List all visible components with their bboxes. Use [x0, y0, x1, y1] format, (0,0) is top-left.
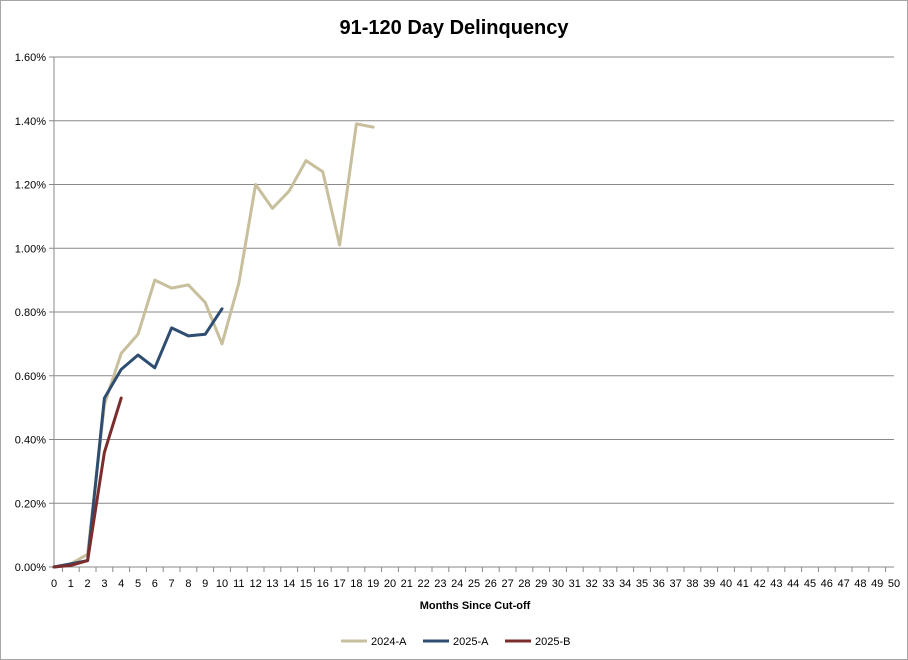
x-tick-label: 35	[636, 578, 648, 590]
x-tick-label: 49	[871, 578, 883, 590]
series-line-2024-A	[52, 122, 375, 569]
y-tick-label: 0.20%	[15, 498, 46, 510]
x-tick-label: 20	[384, 578, 396, 590]
x-axis-label: Months Since Cut-off	[420, 600, 531, 612]
x-tick-label: 28	[518, 578, 530, 590]
x-tick-label: 42	[753, 578, 765, 590]
x-tick-label: 27	[501, 578, 513, 590]
x-tick-label: 34	[619, 578, 631, 590]
series-lines	[52, 122, 375, 569]
x-tick-label: 29	[535, 578, 547, 590]
x-tick-label: 7	[169, 578, 175, 590]
x-tick-label: 16	[317, 578, 329, 590]
y-axis-ticks: 0.00% 0.20% 0.40% 0.60% 0.80% 1.00% 1.20% 1.40%…	[15, 52, 54, 574]
x-tick-label: 8	[185, 578, 191, 590]
y-tick-label: 1.40%	[15, 116, 46, 128]
x-tick-label: 21	[401, 578, 413, 590]
x-axis-ticks: 0 1 2 3 4 5 6 7 8 9 10 11 12 13 14 15 16 17 18 19 20 21 22 23 24…	[51, 567, 900, 590]
x-tick-label: 2	[85, 578, 91, 590]
x-tick-label: 18	[350, 578, 362, 590]
y-tick-label: 1.20%	[15, 180, 46, 192]
x-tick-label: 46	[821, 578, 833, 590]
x-tick-label: 33	[602, 578, 614, 590]
x-tick-label: 11	[233, 578, 244, 590]
x-tick-label: 12	[249, 578, 261, 590]
x-tick-label: 30	[552, 578, 564, 590]
x-tick-label: 9	[202, 578, 208, 590]
x-tick-label: 25	[468, 578, 480, 590]
x-tick-label: 15	[300, 578, 312, 590]
x-tick-label: 10	[216, 578, 228, 590]
x-tick-label: 50	[888, 578, 900, 590]
y-tick-label: 0.40%	[15, 435, 46, 447]
x-tick-label: 13	[266, 578, 278, 590]
x-tick-label: 4	[118, 578, 124, 590]
legend-label-2025-B: 2025-B	[535, 636, 570, 648]
series-line-2025-B	[52, 396, 123, 569]
x-tick-label: 14	[283, 578, 295, 590]
y-tick-label: 0.80%	[15, 307, 46, 319]
legend: 2024-A 2025-A 2025-B	[341, 636, 570, 648]
y-tick-label: 0.60%	[15, 371, 46, 383]
x-tick-label: 44	[787, 578, 799, 590]
x-tick-label: 26	[485, 578, 497, 590]
x-tick-label: 19	[367, 578, 379, 590]
gridlines	[54, 56, 894, 504]
y-tick-label: 1.60%	[15, 52, 46, 64]
x-tick-label: 24	[451, 578, 463, 590]
legend-label-2024-A: 2024-A	[371, 636, 407, 648]
x-tick-label: 38	[686, 578, 698, 590]
x-tick-label: 1	[68, 578, 74, 590]
x-tick-label: 43	[770, 578, 782, 590]
x-tick-label: 40	[720, 578, 732, 590]
x-tick-label: 6	[152, 578, 158, 590]
x-tick-label: 41	[737, 578, 749, 590]
x-tick-label: 48	[854, 578, 866, 590]
x-tick-label: 3	[101, 578, 107, 590]
x-tick-label: 31	[569, 578, 581, 590]
x-tick-label: 22	[417, 578, 429, 590]
x-tick-label: 0	[51, 578, 57, 590]
legend-label-2025-A: 2025-A	[453, 636, 489, 648]
axes	[53, 57, 894, 568]
series-line-2025-A	[52, 307, 224, 569]
x-tick-label: 37	[669, 578, 681, 590]
x-tick-label: 39	[703, 578, 715, 590]
x-tick-label: 45	[804, 578, 816, 590]
x-tick-label: 36	[653, 578, 665, 590]
y-tick-label: 1.00%	[15, 243, 46, 255]
x-tick-label: 23	[434, 578, 446, 590]
x-tick-label: 17	[333, 578, 345, 590]
x-tick-label: 5	[135, 578, 141, 590]
x-tick-label: 32	[585, 578, 597, 590]
chart-title: 91-120 Day Delinquency	[340, 17, 570, 39]
x-tick-label: 47	[837, 578, 849, 590]
y-tick-label: 0.00%	[15, 562, 46, 574]
